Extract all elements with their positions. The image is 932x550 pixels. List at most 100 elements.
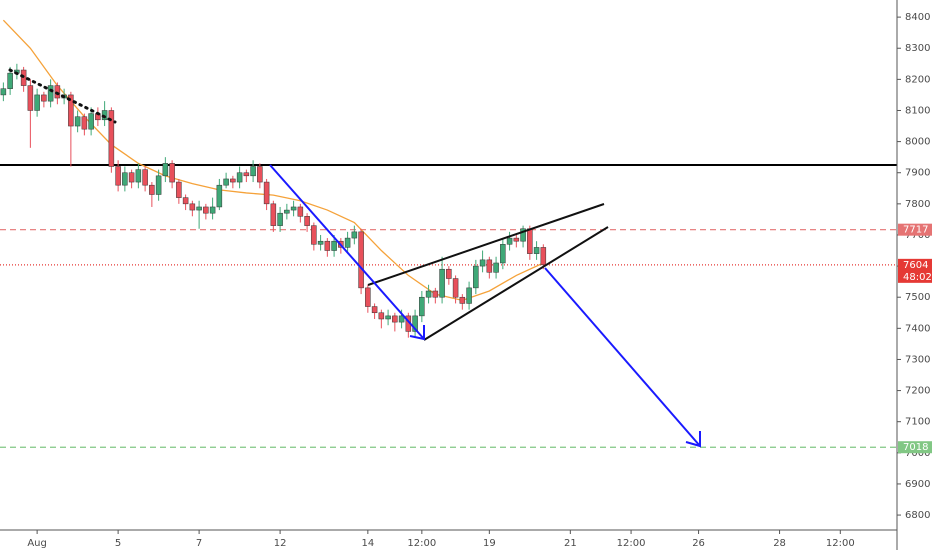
candle-body	[209, 206, 216, 214]
x-tick-label: 12	[274, 538, 287, 549]
candle-body	[311, 225, 317, 245]
candle-body	[466, 287, 472, 304]
candle-body	[412, 315, 418, 332]
candle-body	[149, 184, 155, 195]
y-tick-label: 7100	[905, 417, 930, 428]
drawings	[8, 68, 701, 448]
price-label: 7018	[903, 442, 928, 453]
price-label: 7717	[903, 225, 928, 236]
y-tick-label: 7800	[905, 199, 930, 210]
candle-body	[392, 315, 398, 323]
candle-body	[189, 203, 196, 211]
y-tick-label: 8400	[905, 12, 930, 23]
candle-body	[304, 216, 310, 226]
price-label-box	[898, 441, 932, 454]
candle-body	[0, 88, 7, 96]
candle-body	[473, 265, 479, 289]
candle-body	[533, 247, 540, 254]
candle-body	[513, 237, 520, 242]
candle-body	[506, 237, 513, 245]
candle-body	[439, 268, 445, 298]
candle-body	[7, 72, 13, 89]
dotted-trend-line	[8, 68, 117, 124]
candle-body	[500, 244, 506, 264]
candle-body	[331, 240, 337, 251]
candle-body	[182, 197, 189, 205]
y-tick-label: 8200	[905, 74, 930, 85]
levels	[0, 163, 897, 448]
candle-body	[324, 240, 331, 251]
candle-body	[371, 306, 378, 314]
candle-body	[203, 206, 209, 214]
x-tick-label: 28	[773, 538, 786, 549]
candle-body	[385, 315, 391, 320]
candle-body	[162, 163, 169, 177]
candle-body	[257, 166, 263, 183]
candle-body	[520, 228, 526, 242]
x-tick-label: Aug	[27, 538, 47, 549]
candle-body	[27, 85, 34, 111]
candle-body	[527, 228, 533, 254]
candle-body	[344, 237, 351, 248]
candle-body	[284, 209, 290, 214]
marks	[0, 19, 547, 338]
candle-body	[142, 169, 148, 186]
candle-body	[169, 163, 175, 183]
candle-body	[41, 94, 47, 102]
candle-body	[358, 231, 364, 289]
candle-body	[34, 94, 40, 111]
y-tick-label: 7900	[905, 168, 930, 179]
candle-body	[297, 206, 304, 217]
x-tick-label: 14	[361, 538, 374, 549]
x-tick-label: 26	[692, 538, 705, 549]
x-tick-label: 12:00	[617, 538, 646, 549]
x-tick-label: 12:00	[826, 538, 855, 549]
candle-body	[432, 290, 439, 298]
candle-body	[290, 206, 297, 211]
candle-body	[270, 203, 277, 226]
candle-body	[81, 116, 88, 130]
candle-body	[20, 69, 27, 86]
arrow-head	[409, 325, 425, 341]
y-tick-label: 7500	[905, 292, 930, 303]
candle-body	[378, 312, 385, 320]
candle-body	[230, 178, 236, 183]
y-tick-label: 6900	[905, 479, 930, 490]
candle-body	[317, 240, 324, 245]
y-tick-label: 8000	[905, 137, 930, 148]
candle-body	[223, 178, 229, 186]
x-tick-label: 21	[564, 538, 577, 549]
candle-body	[365, 287, 371, 307]
y-tick-label: 8300	[905, 43, 930, 54]
candle-body	[263, 181, 270, 205]
price-label-box	[898, 258, 932, 283]
candle-body	[493, 262, 499, 273]
candle-body	[122, 172, 128, 186]
candle-body	[88, 113, 94, 130]
y-tick-label: 8100	[905, 105, 930, 116]
upper-wedge-line	[367, 203, 605, 286]
candle-body	[115, 166, 121, 186]
y-tick-label: 6800	[905, 510, 930, 521]
candle-body	[398, 315, 405, 323]
candle-body	[486, 259, 493, 273]
x-tick-label: 7	[196, 538, 202, 549]
candle-body	[446, 268, 452, 279]
arrow-line	[544, 267, 701, 447]
countdown-label: 48:02	[903, 272, 932, 283]
candle-body	[540, 247, 547, 266]
y-tick-label: 7400	[905, 323, 930, 334]
candle-body	[250, 166, 256, 177]
price-label-box	[898, 223, 932, 236]
candle-body	[459, 296, 466, 304]
x-tick-label: 19	[483, 538, 496, 549]
x-tick-label: 5	[115, 538, 121, 549]
candle-body	[243, 172, 250, 177]
y-tick-label: 7200	[905, 386, 930, 397]
candle-body	[236, 172, 243, 183]
candle-body	[155, 175, 162, 195]
arrow-head	[685, 431, 701, 448]
candle-body	[452, 278, 459, 298]
